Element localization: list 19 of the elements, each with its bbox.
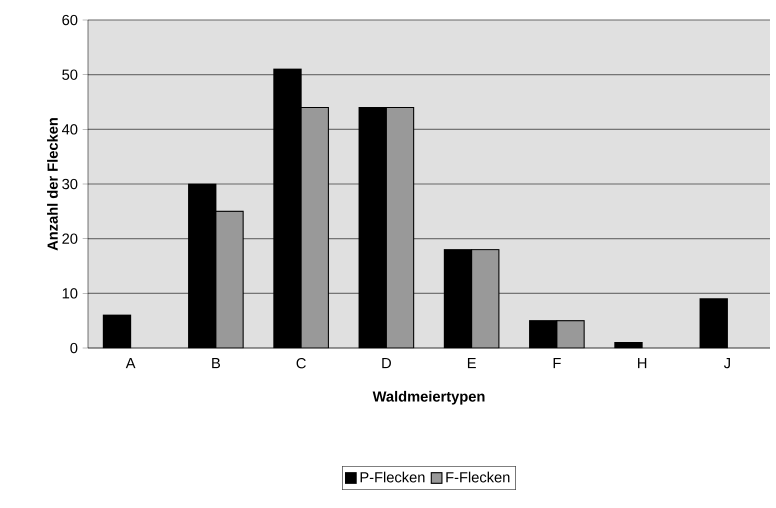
y-axis-title: Anzahl der Flecken [47, 118, 58, 250]
y-tick-label: 60 [62, 14, 78, 26]
x-tick-label: B [212, 358, 220, 368]
y-tick-label: 50 [62, 70, 78, 80]
x-axis-title: Waldmeiertypen [372, 390, 484, 405]
x-tick-label: A [126, 358, 136, 368]
x-tick-label: C [296, 358, 306, 368]
x-tick-label: J [724, 358, 730, 368]
legend-label: F-Flecken [446, 472, 510, 482]
x-tick-label: F [554, 358, 561, 368]
legend-label: P-Flecken [360, 472, 424, 482]
y-tick-label: 0 [70, 342, 78, 354]
x-tick-label: D [382, 358, 391, 368]
y-tick-label: 10 [62, 288, 78, 299]
y-tick-label: 40 [62, 124, 78, 135]
y-tick-label: 20 [62, 233, 78, 244]
y-tick-label: 30 [62, 178, 78, 190]
x-tick-label: H [638, 358, 646, 368]
x-tick-label: E [468, 358, 476, 368]
